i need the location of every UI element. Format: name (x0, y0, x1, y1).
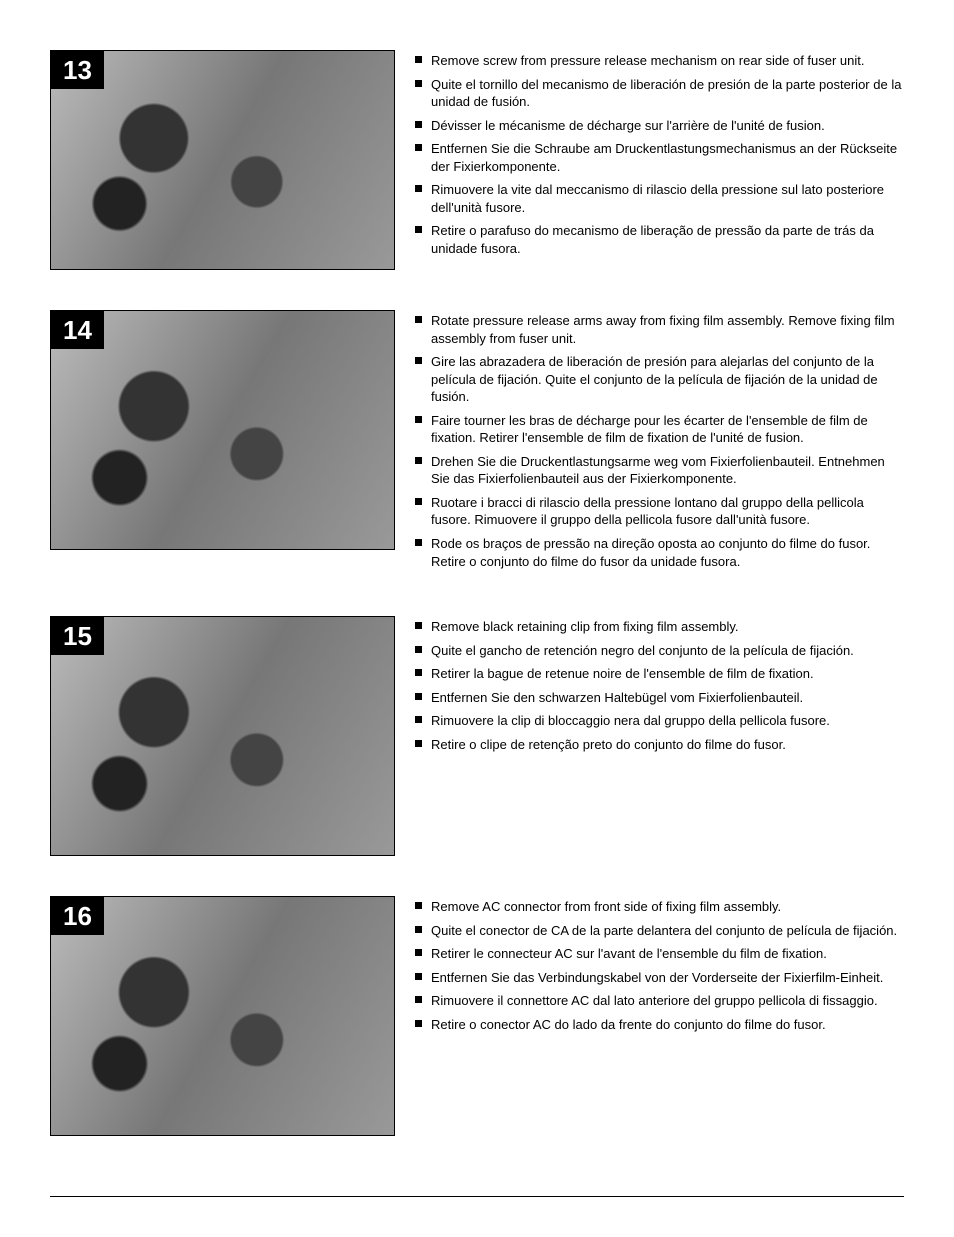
footer-divider (50, 1196, 904, 1197)
step-image-15: 15 (50, 616, 395, 856)
instruction-item: Entfernen Sie den schwarzen Haltebügel v… (415, 689, 904, 707)
step-number-badge: 15 (51, 617, 104, 655)
instruction-item: Quite el conector de CA de la parte dela… (415, 922, 904, 940)
instruction-item: Rode os braços de pressão na direção opo… (415, 535, 904, 570)
step-instructions-13: Remove screw from pressure release mecha… (415, 50, 904, 263)
instruction-item: Gire las abrazadera de liberación de pre… (415, 353, 904, 406)
step-number-badge: 13 (51, 51, 104, 89)
step-image-14: 14 (50, 310, 395, 550)
instruction-item: Entfernen Sie die Schraube am Druckentla… (415, 140, 904, 175)
instruction-item: Rimuovere il connettore AC dal lato ante… (415, 992, 904, 1010)
step-13: 13 Remove screw from pressure release me… (50, 50, 904, 270)
instruction-item: Rimuovere la clip di bloccaggio nera dal… (415, 712, 904, 730)
step-15: 15 Remove black retaining clip from fixi… (50, 616, 904, 856)
instruction-item: Retirer le connecteur AC sur l'avant de … (415, 945, 904, 963)
instruction-item: Retire o parafuso do mecanismo de libera… (415, 222, 904, 257)
instruction-item: Faire tourner les bras de décharge pour … (415, 412, 904, 447)
instruction-item: Drehen Sie die Druckentlastungsarme weg … (415, 453, 904, 488)
instruction-item: Ruotare i bracci di rilascio della press… (415, 494, 904, 529)
instruction-item: Quite el tornillo del mecanismo de liber… (415, 76, 904, 111)
instruction-item: Rimuovere la vite dal meccanismo di rila… (415, 181, 904, 216)
instruction-item: Remove black retaining clip from fixing … (415, 618, 904, 636)
instruction-item: Retirer la bague de retenue noire de l'e… (415, 665, 904, 683)
step-image-13: 13 (50, 50, 395, 270)
step-instructions-16: Remove AC connector from front side of f… (415, 896, 904, 1039)
step-instructions-14: Rotate pressure release arms away from f… (415, 310, 904, 576)
instruction-item: Dévisser le mécanisme de décharge sur l'… (415, 117, 904, 135)
step-number-badge: 16 (51, 897, 104, 935)
instruction-item: Remove AC connector from front side of f… (415, 898, 904, 916)
step-14: 14 Rotate pressure release arms away fro… (50, 310, 904, 576)
step-instructions-15: Remove black retaining clip from fixing … (415, 616, 904, 759)
step-16: 16 Remove AC connector from front side o… (50, 896, 904, 1136)
instruction-item: Rotate pressure release arms away from f… (415, 312, 904, 347)
instruction-item: Remove screw from pressure release mecha… (415, 52, 904, 70)
step-image-16: 16 (50, 896, 395, 1136)
instruction-item: Retire o clipe de retenção preto do conj… (415, 736, 904, 754)
instruction-item: Entfernen Sie das Verbindungskabel von d… (415, 969, 904, 987)
instruction-item: Retire o conector AC do lado da frente d… (415, 1016, 904, 1034)
step-number-badge: 14 (51, 311, 104, 349)
instruction-item: Quite el gancho de retención negro del c… (415, 642, 904, 660)
